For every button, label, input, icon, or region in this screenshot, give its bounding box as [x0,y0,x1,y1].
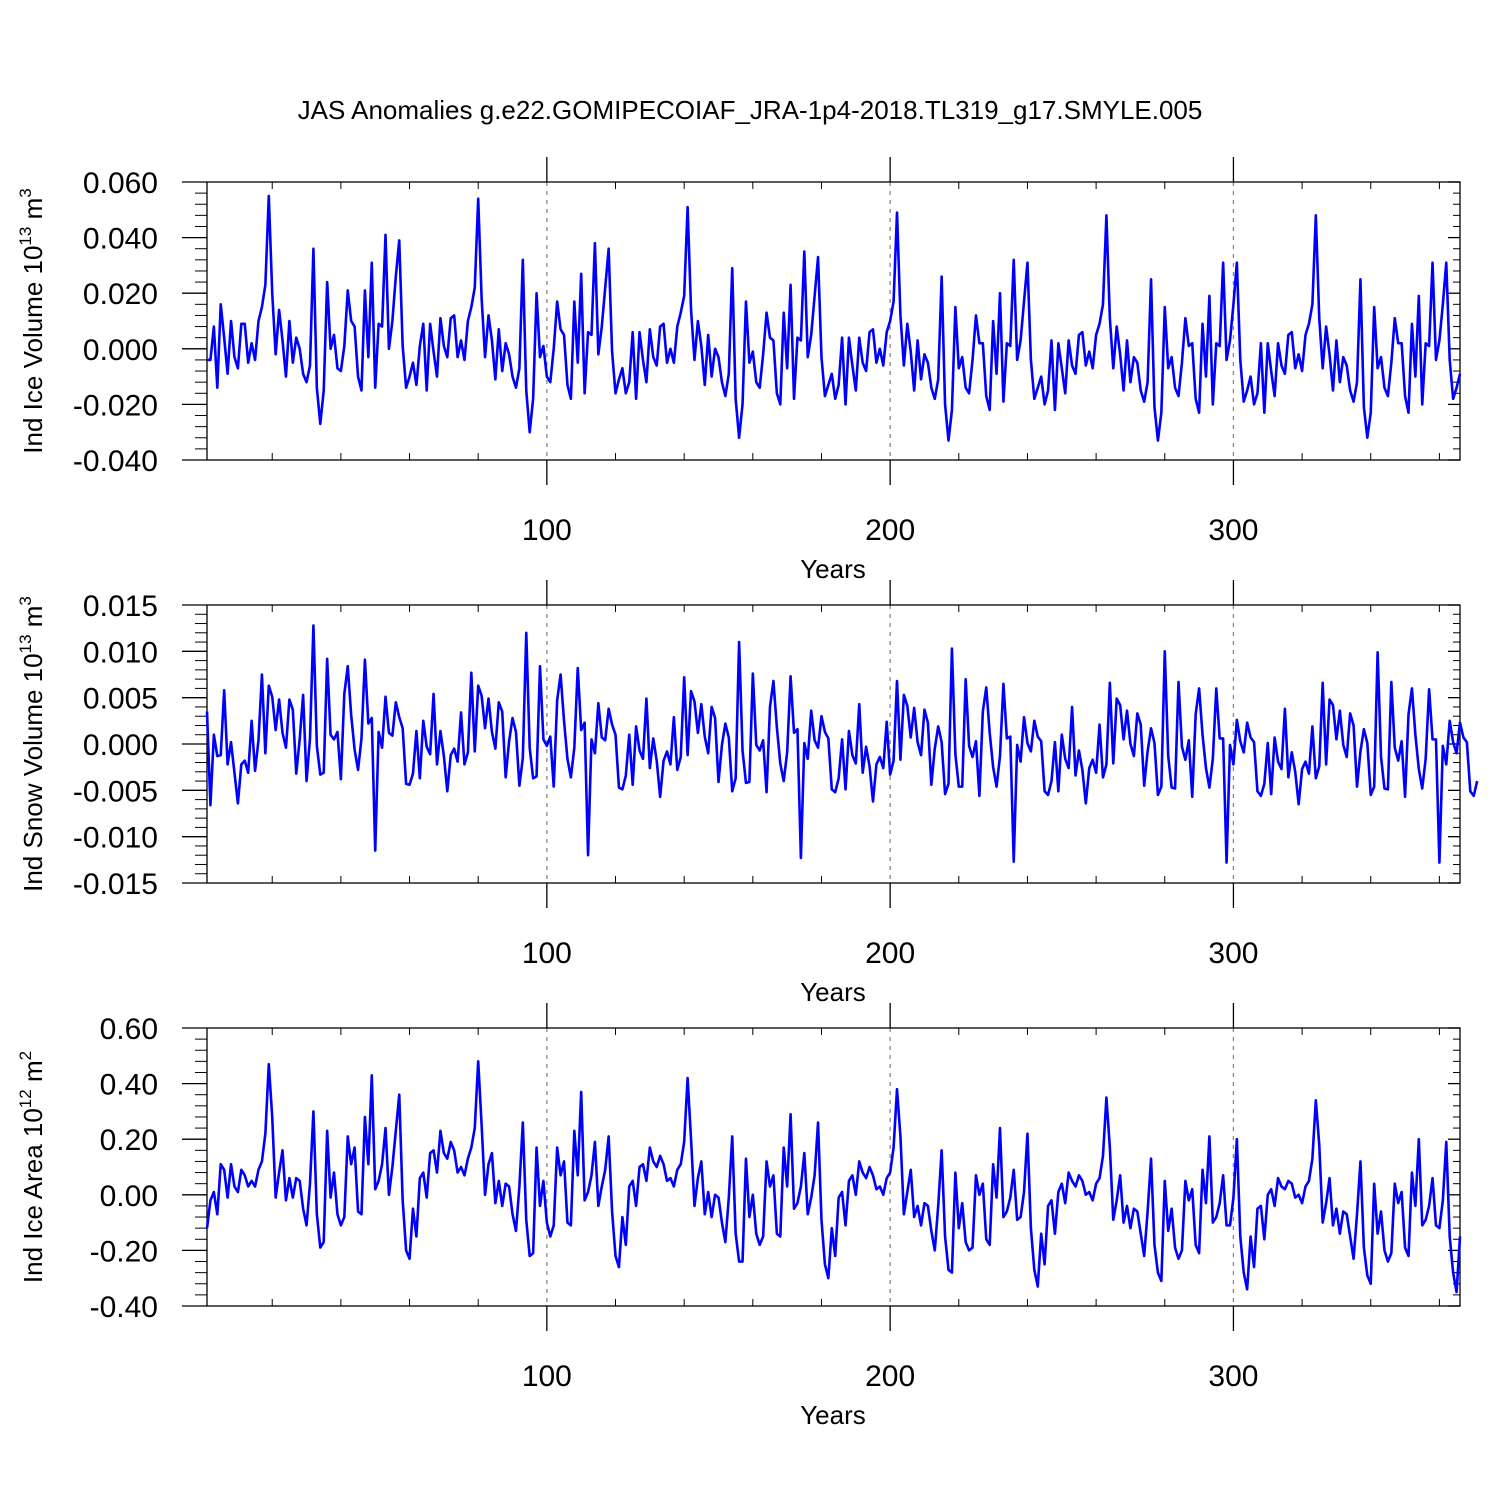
y-axis-label-part: 13 [16,634,35,653]
x-tick-label: 200 [865,1360,915,1393]
y-axis-label-part: Ind Ice Volume 10 [18,246,48,454]
y-axis-label: Ind Snow Volume 1013 m3 [16,596,48,892]
y-axis-label: Ind Ice Volume 1013 m3 [16,188,48,453]
y-tick-label: 0.60 [100,1013,158,1046]
panel-snow-volume: 100 200 300 -0.015 -0.010 -0.005 0.000 0.005 0.0… [16,580,1479,1007]
x-tick-label: 100 [522,1360,572,1393]
y-axis-label-part: 12 [16,1089,35,1108]
y-tick-label: -0.040 [73,445,158,478]
x-tick-label: 300 [1208,1360,1258,1393]
y-tick-label: 0.020 [83,278,158,311]
y-tick-label: 0.40 [100,1069,158,1102]
y-tick-label: -0.015 [73,868,158,901]
x-axis-label: Years [800,554,866,584]
y-axis-label-part: 2 [16,1051,35,1060]
y-axis-label-part: m [18,198,48,227]
y-axis-label-part: 13 [16,227,35,246]
y-axis-label-part: m [18,606,48,635]
y-axis-label-part: Ind Snow Volume 10 [18,653,48,892]
x-tick-label: 300 [1208,937,1258,970]
series-line [205,624,1479,864]
x-tick-label: 200 [865,937,915,970]
y-tick-label: 0.00 [100,1180,158,1213]
x-axis-label: Years [800,977,866,1007]
chart-title: JAS Anomalies g.e22.GOMIPECOIAF_JRA-1p4-… [298,95,1203,125]
y-tick-label: -0.010 [73,822,158,855]
y-tick-label: 0.015 [83,590,158,623]
y-tick-label: 0.20 [100,1124,158,1157]
y-tick-label: 0.005 [83,683,158,716]
y-axis-label-part: 3 [16,596,35,605]
y-tick-label: 0.010 [83,636,158,669]
panel-ice-volume: 100 200 300 -0.040 -0.020 0.000 0.020 0.040 0.06… [16,157,1462,584]
plot-frame [206,1027,1461,1307]
x-tick-label: 100 [522,514,572,547]
x-tick-label: 200 [865,514,915,547]
y-tick-label: -0.40 [90,1291,158,1324]
y-tick-label: 0.040 [83,223,158,256]
panels: 100 200 300 -0.040 -0.020 0.000 0.020 0.040 0.06… [16,157,1479,1430]
series-line [205,1060,1462,1294]
y-axis-label-part: Ind Ice Area 10 [18,1108,48,1283]
y-tick-label: 0.000 [83,729,158,762]
y-tick-label: 0.060 [83,167,158,200]
x-tick-label: 300 [1208,514,1258,547]
y-tick-label: 0.000 [83,334,158,367]
panel-ice-area: 100 200 300 -0.40 -0.20 0.00 0.20 0.40 0.60 Years… [16,1003,1462,1430]
plot-frame [206,604,1461,884]
series-line [207,194,1462,442]
y-axis-label-part: 3 [16,188,35,197]
x-axis-label: Years [800,1400,866,1430]
y-tick-label: -0.020 [73,389,158,422]
y-tick-label: -0.20 [90,1235,158,1268]
y-tick-label: -0.005 [73,775,158,808]
y-axis-label: Ind Ice Area 1012 m2 [16,1051,48,1283]
x-tick-label: 100 [522,937,572,970]
y-axis-label-part: m [18,1060,48,1089]
plot-frame [206,181,1461,461]
